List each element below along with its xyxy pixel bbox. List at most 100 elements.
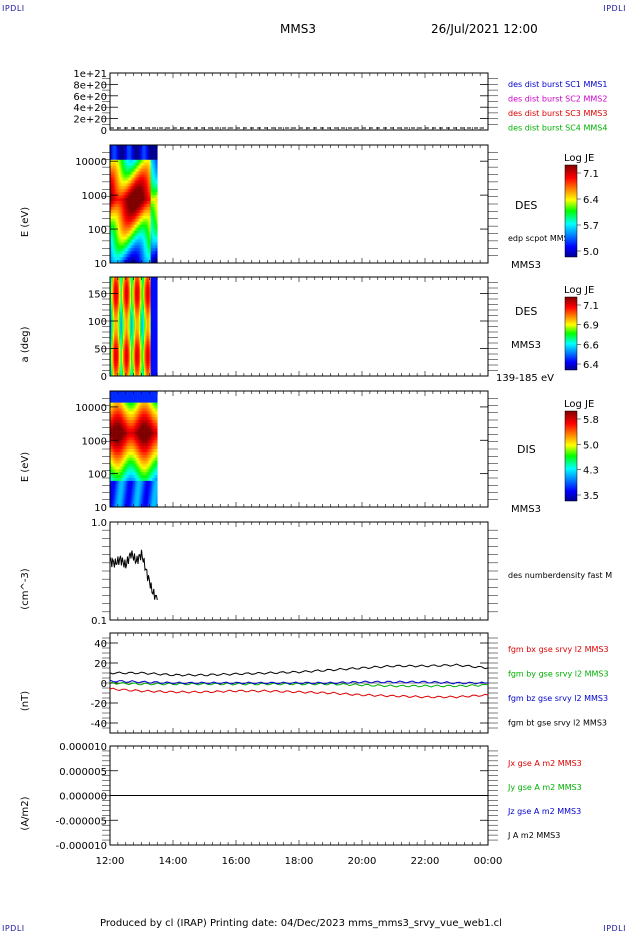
des-pa-cell [155,294,158,298]
des-e-cell [117,242,120,246]
des-pa-cell [131,299,133,303]
des-e-cell [119,230,121,234]
des-e-cell [136,171,138,175]
dis-e-cell [148,495,150,499]
des-pa-cell [112,333,115,337]
des-pa-cell [148,324,150,327]
dist-panel-ytick-label: 6e+20 [73,92,107,103]
dis-e-cell [153,443,155,447]
des-pa-cell [123,336,125,340]
dis-e-cell [127,475,129,479]
des-e-cell [113,242,116,246]
des-e-cell [120,218,123,222]
dis-e-cell [145,420,148,424]
des-e-cell [150,215,153,220]
des-e-cell [116,212,119,217]
dis-e-cell [141,463,144,467]
des-e-cell [124,201,127,205]
des-pa-cell [123,331,125,335]
dis-e-cell [150,498,153,502]
dis-e-cell [119,396,121,400]
dis-e-cell [133,431,136,435]
dis-e-cell [116,411,119,415]
des-e-cell [112,251,115,255]
des-pa-cell [144,358,146,362]
des-pa-cell [129,286,132,290]
dis-e-cell [123,402,125,406]
des-pa-cell [149,301,151,305]
des-pa-cell [141,289,144,293]
des-pa-cell [127,294,129,298]
des-e-cell [133,198,136,202]
des-e-cell [136,165,138,169]
des-pa-cell [111,277,113,280]
dis-e-cell [138,431,141,435]
des-e-cell [155,147,158,152]
des-pa-cell [145,324,148,327]
dis-e-cell [154,440,157,444]
des-pa-cell [124,371,127,374]
des-e-cell [154,162,157,166]
dis-e-cell [110,495,112,499]
dis-e-cell [131,501,133,505]
des-pa-cell [121,289,124,293]
des-e-cell [142,239,145,243]
dis-e-cell [115,391,117,395]
des-e-cell [129,156,132,161]
des-pa-cell [120,311,123,315]
des-pa-cell [110,328,112,332]
des-pa-cell [144,281,146,285]
dis-e-cell [128,478,130,482]
des-e-cell [119,212,121,217]
des-e-cell [153,227,155,231]
des-pa-cell [152,341,154,345]
des-pa-cell [146,319,149,322]
dis-e-cell [128,437,130,441]
des-pa-cell [141,277,144,280]
des-e-cell [142,209,145,214]
des-pa-cell [111,309,113,312]
des-e-cell [141,224,144,228]
des-pa-cell [131,358,133,362]
des-e-cell [138,251,141,255]
des-pa-cell [129,277,132,280]
des-e-cell [153,195,155,199]
des-e-cell [132,242,134,246]
dis-e-cell [145,463,148,467]
dis-e-cell [155,454,158,458]
dis-e-cell [152,489,154,493]
dis-e-cell [129,489,132,493]
des-pa-cell [115,326,117,330]
des-pa-cell [144,356,146,359]
des-e-cell [155,186,158,190]
des-e-cell [120,153,123,158]
des-e-cell [110,251,112,255]
des-pa-cell [117,328,120,332]
des-e-cell [123,242,125,246]
des-e-cell [142,221,145,225]
des-e-cell [140,209,142,214]
dis-e-cell [112,463,115,467]
dis-e-cell [128,504,130,508]
dis-e-cell [121,483,124,487]
des-e-cell [110,215,112,220]
des-e-panel-ytick-label: 10 [94,259,107,270]
des-pa-cell [155,346,158,350]
des-pa-cell [149,321,151,325]
des-e-cell [149,227,151,231]
des-pa-cell [150,343,153,347]
dis-e-cell [150,420,153,424]
dis-e-cell [124,466,127,470]
des-e-cell [140,162,142,166]
dis-e-cell [149,454,151,458]
dis-e-cell [128,417,130,421]
dis-e-cell [117,457,120,461]
des-pa-cell [110,358,112,362]
des-e-cell [152,195,154,199]
des-e-cell [129,183,132,187]
des-pa-cell [131,326,133,330]
dis-e-cell [154,391,157,395]
des-e-cell [115,212,117,217]
des-e-cell [138,236,141,240]
des-pa-cell [121,304,124,307]
